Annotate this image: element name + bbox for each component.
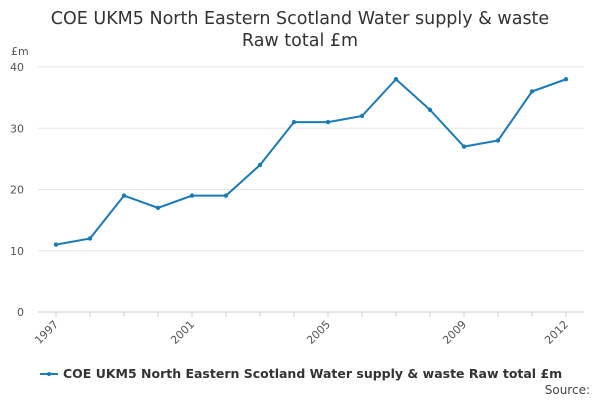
axes: 0 10 20 30 40 £m 1997 2001 2005 2009 2012 xyxy=(10,45,571,347)
y-axis-label: £m xyxy=(11,45,29,58)
data-point-2007 xyxy=(393,77,399,82)
x-tick-label-2001: 2001 xyxy=(168,318,197,347)
data-point-2006 xyxy=(359,113,365,119)
data-point-2011 xyxy=(529,89,535,94)
x-tick-label-2012: 2012 xyxy=(542,318,571,347)
data-point-2001 xyxy=(189,193,195,198)
data-point-1999 xyxy=(121,193,127,198)
legend-series-swatch xyxy=(40,369,58,379)
data-point-1998 xyxy=(87,236,93,241)
data-point-2003 xyxy=(257,162,263,168)
y-tick-label-20: 20 xyxy=(10,184,24,197)
x-tick-label-2009: 2009 xyxy=(440,318,469,347)
data-point-1997 xyxy=(53,242,59,247)
series-line-0 xyxy=(55,78,567,246)
y-tick-label-40: 40 xyxy=(10,61,24,74)
data-point-2008 xyxy=(427,107,433,113)
legend-series-label: COE UKM5 North Eastern Scotland Water su… xyxy=(63,366,563,381)
data-point-2000 xyxy=(155,205,161,211)
x-tick-label-1997: 1997 xyxy=(32,318,61,347)
y-tick-label-0: 0 xyxy=(17,306,24,319)
chart-title-line-1: COE UKM5 North Eastern Scotland Water su… xyxy=(50,9,550,29)
chart-title: COE UKM5 North Eastern Scotland Water su… xyxy=(0,8,600,52)
data-point-2002 xyxy=(223,193,229,198)
data-point-2009 xyxy=(461,144,467,149)
data-point-2010 xyxy=(495,138,501,143)
y-tick-label-10: 10 xyxy=(10,245,24,258)
chart-title-line-2: Raw total £m xyxy=(241,31,359,51)
gridlines xyxy=(38,66,584,313)
legend: COE UKM5 North Eastern Scotland Water su… xyxy=(40,366,562,381)
data-point-2012 xyxy=(563,77,569,82)
y-tick-label-30: 30 xyxy=(10,122,24,135)
source-label: Source: xyxy=(544,383,590,397)
data-point-2005 xyxy=(325,119,331,125)
x-tick-label-2005: 2005 xyxy=(304,318,333,347)
data-point-2004 xyxy=(291,119,297,125)
series-layer xyxy=(53,77,569,247)
